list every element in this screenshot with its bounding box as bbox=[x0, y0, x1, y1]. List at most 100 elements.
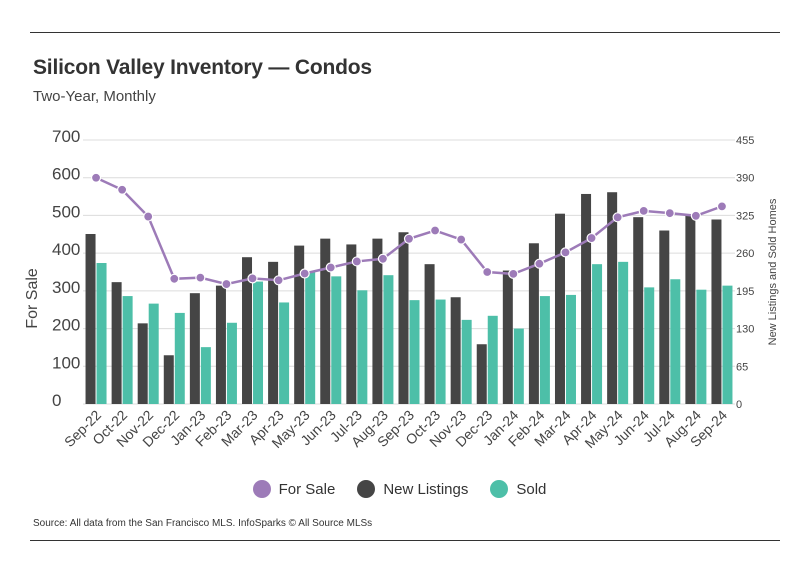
bar-new-listings bbox=[137, 323, 148, 404]
left-tick-label: 200 bbox=[52, 316, 80, 335]
right-tick-label: 455 bbox=[736, 135, 754, 147]
legend-swatch-sold bbox=[490, 480, 509, 498]
bar-new-listings bbox=[242, 257, 253, 404]
right-tick-label: 65 bbox=[736, 361, 748, 373]
bar-new-listings bbox=[476, 344, 487, 404]
bars bbox=[85, 192, 733, 404]
bar-sold bbox=[253, 281, 264, 404]
for-sale-line bbox=[90, 172, 728, 290]
bar-new-listings bbox=[189, 293, 200, 404]
for-sale-point bbox=[377, 253, 389, 264]
bar-sold bbox=[200, 347, 211, 404]
bar-new-listings bbox=[450, 297, 461, 404]
bar-new-listings bbox=[85, 233, 96, 404]
legend-item-new-listings: New Listings bbox=[357, 480, 468, 498]
bar-sold bbox=[409, 300, 420, 404]
bar-sold bbox=[279, 302, 290, 404]
left-tick-label: 700 bbox=[52, 127, 80, 146]
bar-sold bbox=[670, 279, 681, 404]
for-sale-point bbox=[351, 256, 362, 267]
bar-sold bbox=[226, 322, 237, 404]
for-sale-point bbox=[403, 233, 415, 244]
bar-new-listings bbox=[424, 264, 435, 404]
bar-sold bbox=[357, 290, 368, 404]
bar-sold bbox=[96, 263, 107, 404]
bar-sold bbox=[565, 294, 576, 404]
right-tick-label: 195 bbox=[736, 286, 754, 298]
for-sale-point bbox=[664, 208, 675, 219]
for-sale-point bbox=[299, 268, 310, 279]
bar-new-listings bbox=[711, 219, 722, 404]
legend-label-for-sale: For Sale bbox=[278, 480, 336, 498]
left-tick-label: 300 bbox=[52, 278, 80, 297]
bar-sold bbox=[148, 303, 159, 404]
bar-new-listings bbox=[554, 213, 565, 404]
bar-sold bbox=[305, 272, 316, 404]
for-sale-point bbox=[117, 184, 128, 195]
bar-new-listings bbox=[372, 238, 383, 404]
bar-sold bbox=[487, 315, 498, 404]
bottom-rule bbox=[30, 540, 780, 541]
bar-new-listings bbox=[581, 193, 592, 404]
bar-new-listings bbox=[320, 238, 331, 404]
for-sale-point bbox=[482, 266, 493, 278]
for-sale-point bbox=[638, 205, 649, 217]
for-sale-point bbox=[143, 211, 154, 222]
right-tick-label: 260 bbox=[736, 248, 754, 260]
for-sale-point bbox=[456, 234, 467, 245]
left-tick-label: 0 bbox=[52, 391, 61, 410]
left-axis-title: For Sale bbox=[24, 268, 41, 329]
chart-subtitle: Two-Year, Monthly bbox=[33, 88, 156, 105]
for-sale-point bbox=[690, 210, 701, 221]
bar-new-listings bbox=[607, 192, 618, 404]
for-sale-point bbox=[247, 273, 258, 284]
source-note: Source: All data from the San Francisco … bbox=[33, 518, 373, 529]
legend-swatch-new-listings bbox=[357, 480, 376, 498]
right-axis-title: New Listings and Sold Homes bbox=[767, 198, 779, 345]
top-rule bbox=[30, 32, 780, 33]
left-tick-label: 600 bbox=[52, 165, 80, 184]
chart: 0 100 200 300 400 500 600 700 0 65 130 195 260 325 390… bbox=[24, 127, 779, 451]
right-tick-label: 0 bbox=[736, 399, 742, 411]
bar-new-listings bbox=[528, 243, 539, 404]
bar-new-listings bbox=[268, 261, 279, 404]
for-sale-point bbox=[273, 275, 284, 286]
bar-new-listings bbox=[163, 355, 174, 404]
for-sale-point bbox=[195, 272, 206, 283]
for-sale-point bbox=[586, 232, 597, 244]
bar-sold bbox=[383, 275, 394, 404]
bar-new-listings bbox=[111, 282, 122, 404]
for-sale-point bbox=[429, 225, 441, 236]
bar-sold bbox=[174, 312, 185, 404]
bar-sold bbox=[722, 285, 733, 404]
for-sale-point bbox=[716, 201, 728, 212]
bar-new-listings bbox=[633, 217, 644, 404]
for-sale-point bbox=[508, 268, 519, 279]
bar-sold bbox=[696, 289, 707, 404]
for-sale-point bbox=[534, 258, 545, 269]
bar-sold bbox=[592, 264, 603, 404]
legend: For Sale New Listings Sold bbox=[0, 480, 799, 498]
for-sale-point bbox=[325, 262, 336, 273]
legend-item-sold: Sold bbox=[490, 480, 546, 498]
right-tick-label: 130 bbox=[736, 324, 754, 336]
legend-label-sold: Sold bbox=[516, 480, 547, 498]
bar-new-listings bbox=[502, 270, 513, 404]
bar-sold bbox=[618, 261, 629, 404]
chart-title: Silicon Valley Inventory — Condos bbox=[33, 56, 372, 79]
bar-new-listings bbox=[685, 215, 696, 404]
left-tick-label: 400 bbox=[52, 240, 80, 259]
bar-new-listings bbox=[215, 285, 226, 404]
bar-new-listings bbox=[294, 245, 305, 404]
left-tick-label: 500 bbox=[52, 202, 80, 221]
for-sale-point bbox=[169, 273, 180, 284]
for-sale-point bbox=[221, 278, 232, 290]
bar-sold bbox=[331, 276, 342, 404]
for-sale-point bbox=[612, 212, 623, 223]
right-tick-label: 390 bbox=[736, 173, 754, 185]
legend-label-new-listings: New Listings bbox=[383, 480, 469, 498]
axes: 0 100 200 300 400 500 600 700 0 65 130 195 260 325 390… bbox=[24, 127, 779, 451]
right-tick-label: 325 bbox=[736, 210, 754, 222]
bar-new-listings bbox=[659, 230, 670, 404]
legend-item-for-sale: For Sale bbox=[252, 480, 336, 498]
